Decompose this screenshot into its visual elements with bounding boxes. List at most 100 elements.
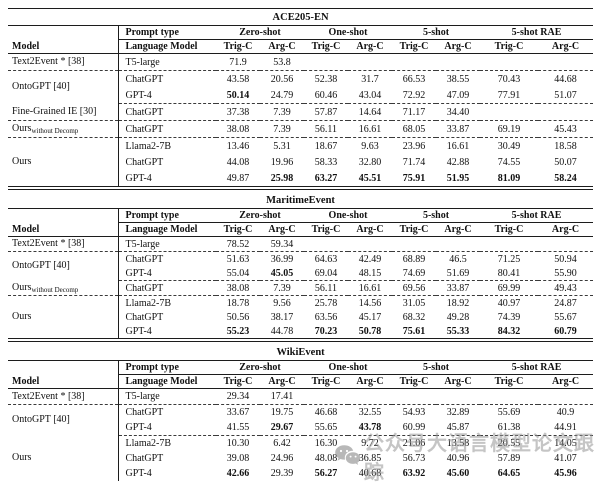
table-row: Text2Event * [38] T5-large 78.52 59.34 [8,236,594,252]
score-cell: 55.67 [554,311,577,323]
score-cell: 51.69 [436,266,480,281]
model-name: Ours [12,123,32,134]
score-cell [480,103,538,121]
metric-header: Arg-C [436,222,480,237]
score-cell: 7.39 [260,280,304,296]
language-model-cell: ChatGPT [117,251,216,266]
table-row: Text2Event * [38] T5-large 29.34 17.41 [8,388,594,405]
score-cell [480,236,538,252]
metric-header: Arg-C [538,222,594,237]
score-cell [538,103,594,121]
table-row: GPT-4 42.66 29.39 56.27 40.68 63.92 45.60 64.65… [8,466,593,481]
language-model-cell: Llama2-7B [117,435,216,451]
score-cell: 9.72 [361,438,379,449]
language-model-cell: Llama2-7B [117,137,216,154]
model-cell: Text2Event * [38] [8,236,118,252]
shot-group-header: Zero-shot [216,25,304,40]
score-cell: 51.07 [538,87,594,104]
score-cell: 66.53 [402,73,426,85]
table-row: GPT-4 49.87 25.98 63.27 45.51 75.91 51.95 81.09… [8,170,593,188]
score-cell: 46.68 [314,407,338,418]
score-cell: 70.23 [314,325,338,337]
model-cell: Ours [8,296,118,341]
score-cell: 55.90 [538,266,594,281]
metric-header: Arg-C [538,39,594,54]
score-cell: 5.31 [273,140,291,152]
score-cell: 50.56 [226,311,250,323]
score-cell: 61.38 [480,420,538,436]
language-model-cell: ChatGPT [117,120,216,138]
score-cell: 44.68 [554,73,577,85]
metric-header: Arg-C [260,39,304,54]
language-model-cell: ChatGPT [117,103,216,121]
shot-group-header: Zero-shot [216,208,304,223]
table-row: Ours Llama2-7B 10.30 6.42 16.30 9.72 21.06 13.5… [8,435,593,463]
score-cell: 64.65 [497,468,521,479]
score-cell: 41.55 [216,420,260,436]
score-cell: 42.66 [226,468,250,479]
score-cell: 55.69 [497,407,521,418]
score-cell: 69.99 [480,280,538,296]
score-cell: 45.43 [538,120,594,138]
score-cell: 70.43 [497,73,521,85]
model-header: Model [8,374,118,389]
score-cell: 21.06 [402,438,426,449]
score-cell [348,388,392,405]
score-cell: 29.67 [260,420,304,436]
model-name: Ours [12,281,32,293]
language-model-cell: T5-large [117,236,216,252]
model-name: Text2Event * [38] [12,56,85,67]
score-cell: 18.92 [446,297,470,309]
score-cell: 29.34 [216,388,260,405]
table-body: MaritimeEvent Prompt type Zero-shot One-sho… [8,193,594,341]
metric-header: Trig-C [304,39,348,54]
score-cell: 71.74 [402,156,426,168]
score-cell: 51.95 [446,172,470,184]
score-cell: 32.55 [358,407,382,418]
score-cell: 68.89 [402,253,426,265]
results-table-wikievent: WikiEvent Prompt type Zero-shot One-shot 5-s… [8,345,594,481]
model-name: OntoGPT [40] [12,414,70,426]
metric-header: Trig-C [304,374,348,389]
model-header: Model [8,222,118,237]
score-cell: 49.28 [446,311,470,323]
score-cell: 57.87 [304,103,348,121]
language-model-cell: GPT-4 [117,324,216,340]
shot-group-header: One-shot [304,208,392,223]
score-cell [538,53,594,71]
table-row: OntoGPT [40] ChatGPT 43.58 20.56 52.38 31.7 66… [8,70,593,92]
score-cell: 54.93 [402,407,426,418]
score-cell: 31.05 [402,297,426,309]
score-cell [348,236,392,252]
prompt-type-header: Prompt type [117,360,216,375]
score-cell: 56.11 [304,280,348,296]
table-title: MaritimeEvent [8,193,594,209]
score-cell: 32.80 [358,156,382,168]
score-cell [436,388,480,405]
model-cell: OntoGPT [40] [8,405,118,436]
model-name: Text2Event * [38] [12,238,85,249]
model-name: Ours [12,452,32,464]
table-row: ChatGPT 50.56 38.17 63.56 45.17 68.32 49.28 74.… [8,310,593,324]
score-cell: 44.91 [538,420,594,436]
table-row: Text2Event * [38] T5-large 71.9 53.8 [8,53,594,71]
score-cell: 71.17 [392,103,436,121]
metric-header: Arg-C [348,374,392,389]
metric-header: Arg-C [538,374,594,389]
score-cell: 46.5 [449,253,467,265]
language-model-cell: GPT-4 [117,420,216,436]
score-cell: 43.78 [348,420,392,436]
score-cell: 74.39 [497,311,521,323]
score-cell: 24.87 [554,297,577,309]
table-row: GPT-4 41.55 29.67 55.65 43.78 60.99 45.87 61.38… [8,420,594,436]
score-cell: 57.89 [497,453,521,464]
score-cell: 75.91 [402,172,426,184]
model-subscript: without Decomp [31,127,79,135]
score-cell: 49.43 [538,280,594,296]
score-cell [480,53,538,71]
score-cell: 80.41 [480,266,538,281]
score-cell: 52.38 [314,73,338,85]
score-cell: 38.08 [216,280,260,296]
table-row: Ourswithout Decomp ChatGPT 38.08 7.39 56.11 1… [8,280,594,296]
model-cell: Text2Event * [38] [8,53,118,71]
